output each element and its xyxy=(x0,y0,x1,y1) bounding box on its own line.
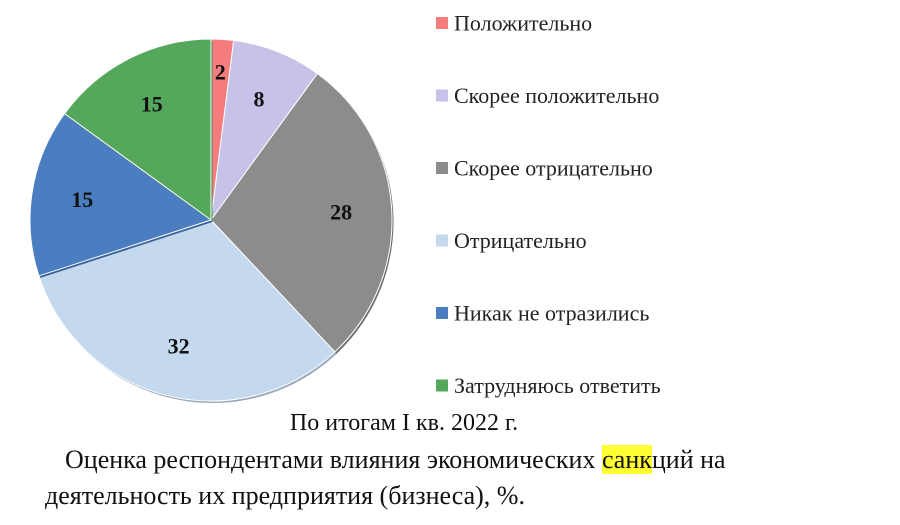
pie-slice-6 xyxy=(63,38,212,221)
data-label-4: 32 xyxy=(168,334,190,359)
legend: Положительно Скорее положительно Скорее от… xyxy=(436,11,661,398)
pie-slice-5 xyxy=(29,112,213,277)
caption-line-1: Оценка респондентами влияния экономическ… xyxy=(45,442,865,478)
data-label-2: 8 xyxy=(254,86,265,111)
caption-line-2: деятельность их предприятия (бизнеса), %… xyxy=(45,481,525,510)
data-label-3: 28 xyxy=(330,199,352,224)
legend-label-2: Скорее положительно xyxy=(454,83,659,108)
pie-slice-2 xyxy=(210,39,319,221)
caption-highlight: санк xyxy=(601,445,652,474)
legend-swatch-2 xyxy=(436,89,448,102)
caption-line-1-start: Оценка респондентами влияния экономическ… xyxy=(65,445,602,474)
data-label-1: 2 xyxy=(215,59,226,84)
pie-slice-4 xyxy=(38,219,336,402)
legend-label-5: Никак не отразились xyxy=(454,301,649,326)
legend-swatch-5 xyxy=(436,307,448,319)
legend-swatch-6 xyxy=(436,379,448,392)
caption-line-1-end: ций на xyxy=(651,445,726,474)
data-label-6: 15 xyxy=(141,91,163,116)
legend-label-6: Затрудняюсь ответить xyxy=(454,373,661,398)
chart-subtitle: По итогам I кв. 2022 г. xyxy=(289,410,519,436)
pie-slices xyxy=(29,38,394,403)
legend-label-4: Отрицательно xyxy=(454,228,587,253)
pie-slice-3 xyxy=(210,72,393,353)
legend-swatch-3 xyxy=(436,162,448,174)
legend-swatch-1 xyxy=(436,17,448,29)
legend-label-3: Скорее отрицательно xyxy=(454,156,653,181)
figure-caption: Оценка респондентами влияния экономическ… xyxy=(45,442,865,514)
legend-label-1: Положительно xyxy=(454,11,592,36)
data-label-5: 15 xyxy=(71,187,93,212)
legend-swatch-4 xyxy=(436,234,448,247)
